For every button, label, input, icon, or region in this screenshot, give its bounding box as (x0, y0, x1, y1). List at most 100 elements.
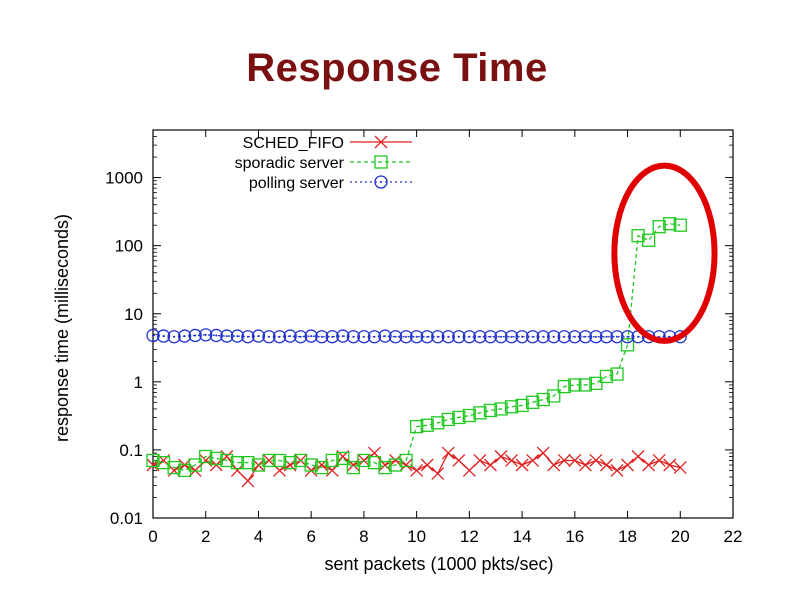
data-point (156, 456, 171, 470)
data-point (325, 453, 339, 468)
data-point (431, 330, 445, 344)
data-point (589, 454, 603, 467)
data-point (452, 330, 466, 344)
data-point (483, 458, 497, 472)
data-point (452, 410, 466, 425)
data-point (525, 395, 540, 409)
data-point (494, 450, 508, 463)
data-point (304, 329, 318, 343)
data-point (388, 330, 403, 344)
y-axis-label: response time (milliseconds) (52, 214, 72, 442)
plot-frame (152, 129, 734, 519)
data-point (220, 329, 234, 343)
y-tick-label: 1000 (105, 169, 143, 188)
data-point (167, 330, 181, 344)
data-point (262, 453, 276, 468)
legend-swatch-marker (374, 155, 388, 169)
legend-label: sporadic server (235, 155, 345, 172)
data-point (272, 330, 287, 344)
data-point (494, 330, 508, 344)
data-point (378, 460, 392, 475)
data-point (220, 453, 234, 468)
data-point (599, 458, 613, 472)
series-sporadic-server (146, 217, 687, 478)
data-point (251, 458, 266, 472)
data-point (409, 330, 424, 344)
data-point (599, 330, 614, 344)
data-point (610, 463, 624, 477)
data-point (346, 460, 361, 475)
data-point (557, 379, 571, 394)
data-point (610, 367, 624, 381)
data-point (631, 229, 645, 243)
data-point (673, 461, 687, 475)
data-point (230, 329, 245, 343)
data-point (610, 330, 624, 344)
data-point (272, 453, 287, 468)
data-point (156, 329, 171, 343)
data-point (673, 218, 687, 232)
data-point (515, 458, 529, 472)
data-point (188, 458, 202, 472)
plot-annotation (611, 162, 718, 344)
data-point (504, 330, 519, 344)
data-point (315, 460, 329, 475)
x-tick-label: 18 (618, 527, 637, 546)
y-tick-label: 1 (134, 373, 143, 392)
plot-axes: 0 2 4 6 8 10 12 14 16 18 20 22 0.01 0.1 1 10 100 1000 sent… (52, 129, 743, 574)
data-point (293, 330, 308, 344)
data-point (620, 338, 635, 352)
data-point (199, 449, 213, 464)
y-tick-label: 10 (124, 305, 143, 324)
data-point (357, 453, 371, 468)
data-point (177, 329, 192, 343)
data-point (462, 330, 477, 344)
data-point (441, 412, 455, 427)
data-point (652, 454, 666, 467)
data-point (505, 454, 519, 467)
data-point (494, 402, 508, 416)
data-point (536, 446, 550, 460)
legend-swatch-marker (374, 135, 388, 149)
data-point (641, 233, 656, 247)
data-point (504, 400, 519, 414)
legend-label: SCHED_FIFO (243, 135, 344, 152)
data-point (536, 392, 550, 407)
data-point (621, 458, 635, 472)
data-point (483, 403, 498, 418)
data-point (241, 330, 255, 344)
data-point (599, 369, 614, 384)
x-tick-label: 8 (359, 527, 368, 546)
data-point (462, 463, 476, 477)
data-point (367, 456, 382, 470)
legend-label: polling server (249, 175, 345, 192)
series-line (152, 223, 681, 472)
data-point (578, 330, 593, 344)
legend: SCHED_FIFO sporadic server polling server (235, 135, 412, 192)
x-tick-label: 22 (724, 527, 743, 546)
data-point (336, 451, 350, 466)
data-point (357, 330, 371, 344)
data-point (209, 451, 223, 466)
slide-title: Response Time (246, 46, 548, 90)
data-point (378, 329, 392, 343)
data-point (526, 454, 540, 467)
data-point (473, 406, 487, 420)
data-point (325, 330, 339, 344)
data-point (283, 329, 297, 343)
data-point (241, 456, 255, 470)
data-point (568, 378, 582, 392)
data-point (441, 330, 455, 344)
x-tick-label: 6 (306, 527, 315, 546)
data-point (346, 330, 361, 344)
data-point (167, 460, 181, 475)
data-point (568, 330, 582, 344)
data-point (420, 330, 434, 344)
data-point (146, 328, 160, 343)
data-point (620, 330, 635, 344)
data-point (515, 330, 529, 344)
data-point (452, 454, 466, 467)
data-point (631, 450, 645, 463)
data-point (431, 416, 445, 430)
